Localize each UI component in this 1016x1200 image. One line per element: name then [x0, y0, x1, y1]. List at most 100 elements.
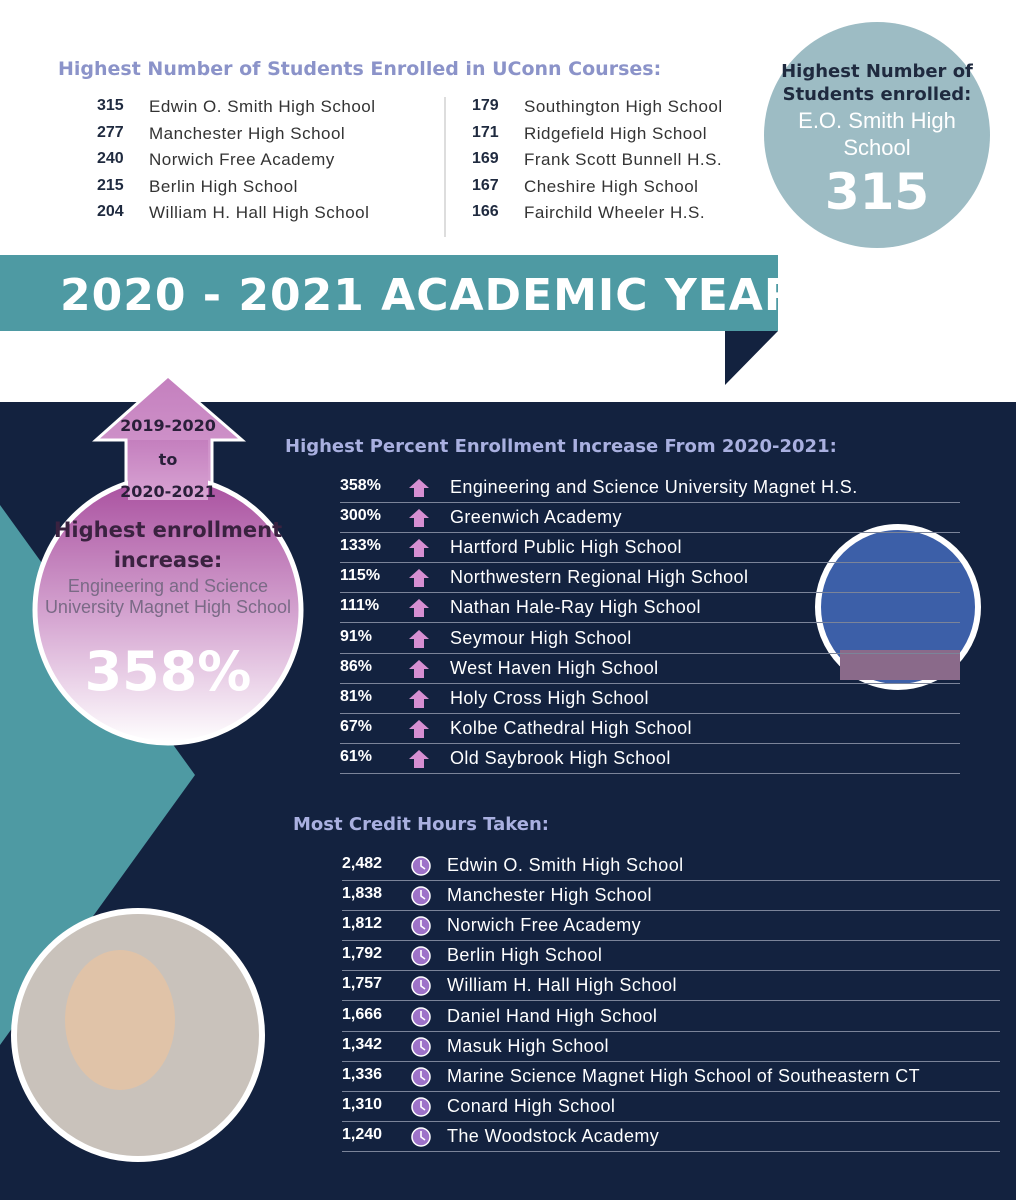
arrow-icon: [408, 749, 429, 768]
row-name: Norwich Free Academy: [447, 915, 642, 936]
row-name: West Haven High School: [450, 657, 659, 678]
list-name: Frank Scott Bunnell H.S.: [524, 150, 723, 169]
row-rule: [342, 1150, 1000, 1152]
row-name: The Woodstock Academy: [447, 1125, 660, 1146]
row-rule: [342, 1030, 1000, 1032]
arrow-icon: [408, 478, 429, 497]
row-name: Engineering and Science University Magne…: [450, 477, 858, 497]
row-rule: [342, 1090, 1000, 1092]
arrow-icon: [408, 629, 429, 648]
row-name: Holy Cross High School: [450, 687, 649, 708]
badge-circle: [764, 22, 990, 248]
period-to: to: [158, 450, 178, 469]
arrow-icon-shape: [409, 509, 429, 528]
row-rule: [340, 682, 960, 684]
list-name: Manchester High School: [149, 123, 346, 143]
clock-icon-shape: [411, 886, 431, 906]
clock-icon: [410, 916, 431, 936]
section-title: Most Credit Hours Taken:: [293, 814, 549, 835]
clock-icon-shape: [411, 946, 431, 967]
clock-icon: [410, 1097, 431, 1117]
clock-icon-shape: [411, 1066, 431, 1087]
arrow-icon-shape: [409, 689, 429, 708]
clock-icon-shape: [411, 976, 431, 997]
banner-fold: [725, 331, 778, 385]
arrow-shaft: [128, 440, 208, 500]
clock-icon: [410, 1127, 431, 1147]
clock-icon: [410, 1066, 431, 1087]
row-rule: [340, 532, 960, 534]
clock-icon-shape: [411, 1006, 431, 1027]
row-rule: [342, 880, 1000, 881]
arrow-icon: [408, 508, 429, 528]
arrow-icon-shape: [409, 749, 429, 768]
row-value: 67%: [340, 717, 373, 735]
increase-heading: Highest enrollment increase:: [53, 518, 283, 572]
period-start: 2019-2020: [120, 416, 216, 435]
list-name: Norwich Free Academy: [149, 150, 335, 169]
row-rule: [342, 910, 1000, 912]
arrow-icon-shape: [409, 629, 429, 648]
list-name: Fairchild Wheeler H.S.: [524, 203, 706, 222]
row-value: 1,812: [342, 915, 383, 933]
row-name: Edwin O. Smith High School: [447, 855, 684, 875]
row-rule: [340, 652, 960, 654]
clock-icon: [410, 976, 431, 997]
row-value: 91%: [340, 627, 373, 645]
list-value: 204: [97, 203, 124, 220]
row-value: 2,482: [342, 855, 383, 872]
list-value: 171: [472, 123, 499, 141]
arrow-icon-shape: [409, 659, 429, 678]
row-name: Daniel Hand High School: [447, 1005, 658, 1026]
arrow-icon: [408, 659, 429, 678]
row-value: 81%: [340, 687, 373, 705]
row-name: Masuk High School: [447, 1035, 609, 1056]
clock-icon: [410, 946, 431, 967]
row-value: 300%: [340, 507, 381, 525]
arrow-icon: [408, 598, 429, 618]
row-rule: [340, 502, 960, 503]
arrow-icon: [408, 538, 429, 558]
row-value: 86%: [340, 657, 373, 675]
section-title: Highest Number of Students Enrolled in U…: [58, 58, 662, 80]
arrow-icon-shape: [409, 479, 429, 497]
clock-icon: [410, 886, 431, 906]
arrow-icon-shape: [409, 539, 429, 558]
row-name: Berlin High School: [447, 945, 603, 966]
row-value: 61%: [340, 747, 373, 765]
photo-students: [815, 524, 981, 690]
row-name: Kolbe Cathedral High School: [450, 717, 692, 738]
row-name: Northwestern Regional High School: [450, 567, 749, 588]
row-name: Old Saybrook High School: [450, 747, 671, 768]
list-value: 315: [97, 97, 124, 114]
list-value: 179: [472, 97, 499, 114]
arrow-icon-shape: [409, 569, 429, 588]
row-value: 1,336: [342, 1065, 383, 1083]
row-name: Nathan Hale-Ray High School: [450, 597, 701, 618]
clock-icon: [410, 856, 431, 876]
period-end: 2020-2021: [120, 482, 216, 501]
list-value: 215: [97, 176, 124, 194]
clock-icon-shape: [411, 916, 431, 936]
row-name: Seymour High School: [450, 627, 632, 648]
clock-icon: [410, 1006, 431, 1027]
row-name: Marine Science Magnet High School of Sou…: [447, 1065, 921, 1086]
row-rule: [340, 622, 960, 624]
row-rule: [340, 592, 960, 594]
photo-detail: [840, 650, 960, 680]
row-value: 1,838: [342, 885, 383, 903]
arrow-icon: [408, 689, 429, 708]
list-name: William H. Hall High School: [149, 203, 370, 222]
row-rule: [342, 1060, 1000, 1062]
row-value: 1,342: [342, 1035, 383, 1053]
clock-icon-shape: [411, 1036, 431, 1057]
row-value: 1,310: [342, 1095, 383, 1113]
list-value: 166: [472, 203, 499, 220]
clock-icon: [410, 1036, 431, 1057]
arrow-icon-shape: [409, 599, 429, 618]
badge-value: 315: [824, 163, 930, 221]
row-rule: [342, 970, 1000, 972]
increase-value: 358%: [84, 640, 252, 703]
